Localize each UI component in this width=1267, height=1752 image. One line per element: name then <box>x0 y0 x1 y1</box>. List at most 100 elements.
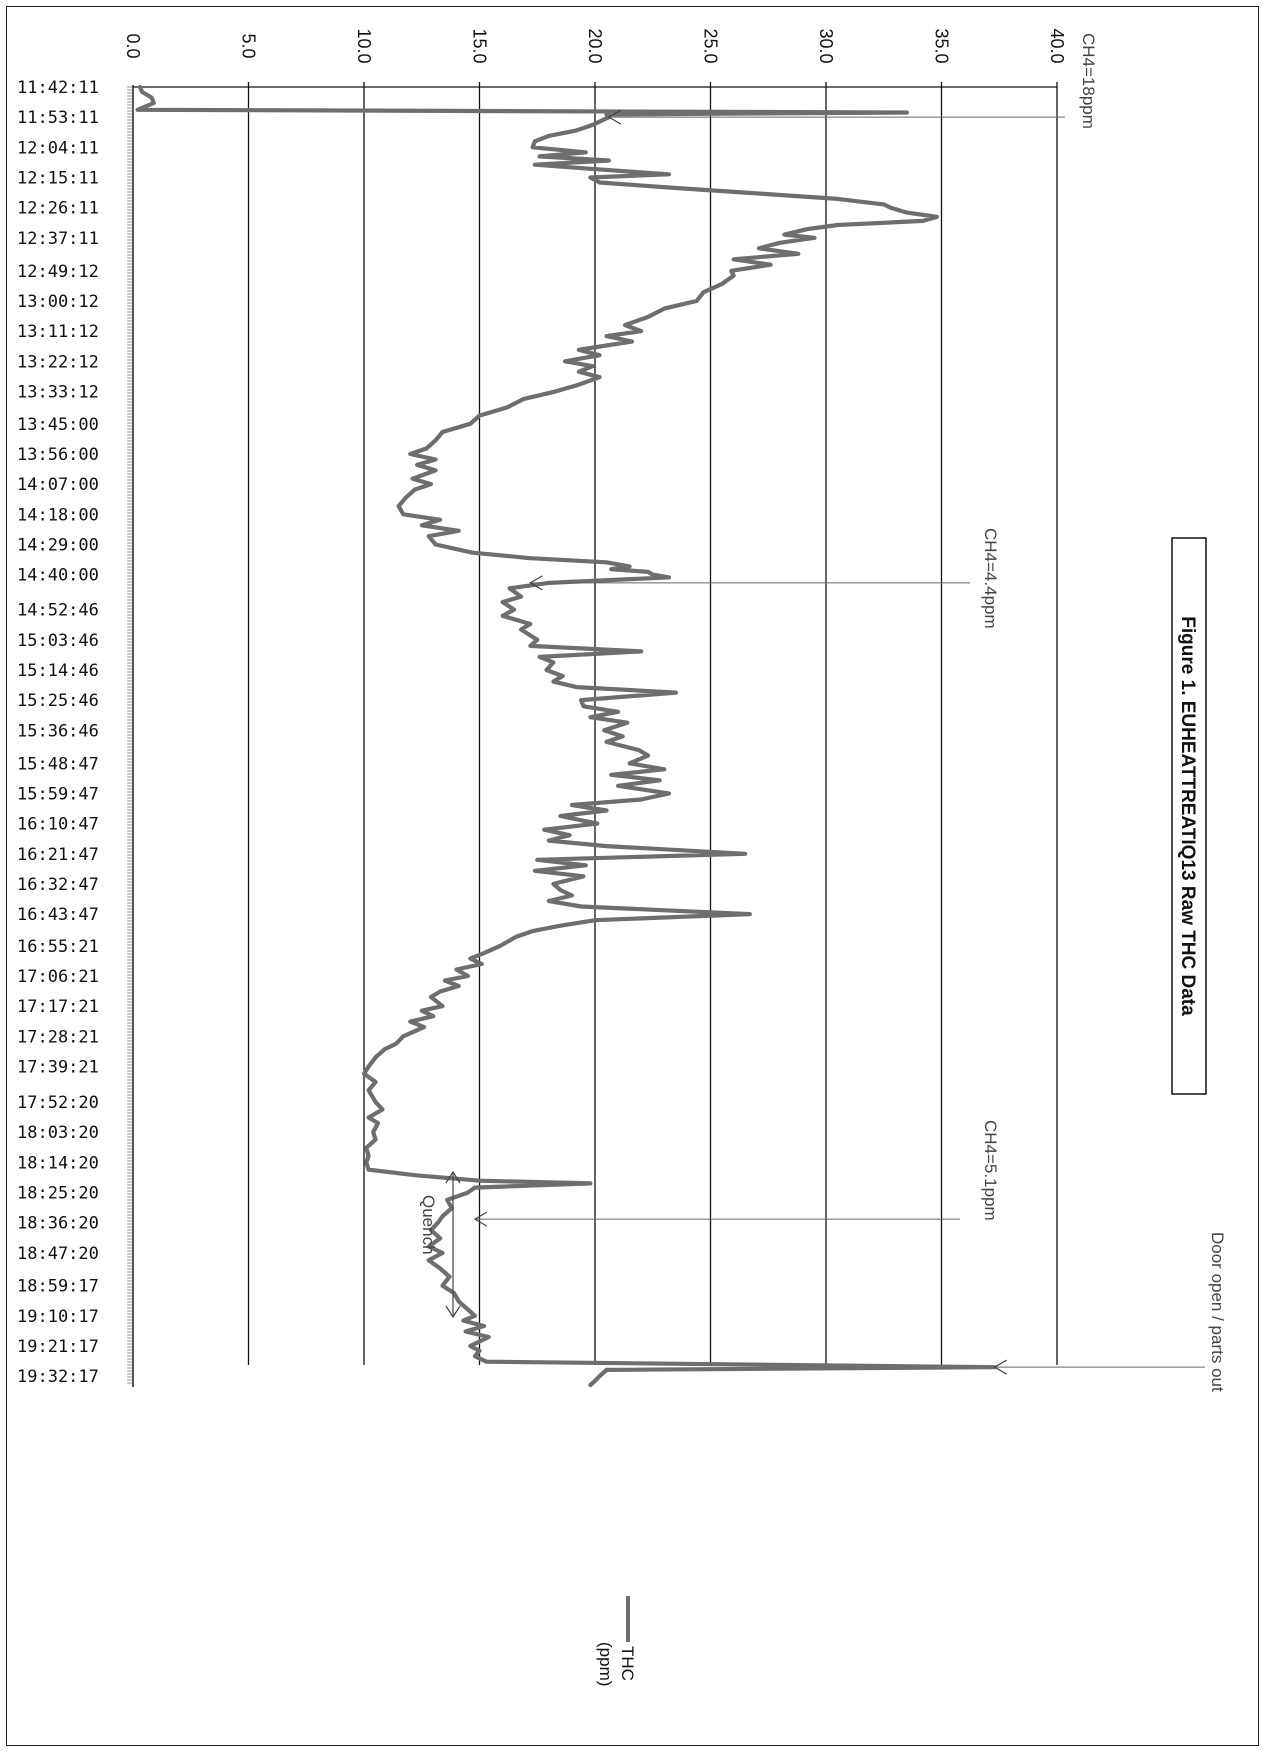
thc-data-point <box>589 716 592 718</box>
gridlines <box>247 82 1058 1365</box>
page-frame <box>6 6 1259 1746</box>
thc-data-point <box>605 845 608 847</box>
thc-data-point <box>467 1308 469 1311</box>
time-tick-label: 14:07:00 <box>17 475 99 495</box>
time-tick-label: 16:55:21 <box>17 937 99 957</box>
thc-data-point <box>457 1300 460 1303</box>
thc-data-point <box>836 198 839 200</box>
time-tick-label: 13:00:12 <box>17 292 99 312</box>
time-tick-label: 11:53:11 <box>17 108 99 128</box>
thc-data-point <box>381 1108 384 1111</box>
thc-data-point <box>404 497 407 499</box>
thc-data-point <box>836 224 839 226</box>
thc-data-point <box>446 1199 449 1201</box>
thc-data-point <box>448 1275 451 1278</box>
thc-data-point <box>605 809 608 812</box>
thc-data-point <box>416 464 418 466</box>
time-tick-label: 18:14:20 <box>17 1153 99 1173</box>
time-tick-label: 18:36:20 <box>17 1214 99 1234</box>
thc-data-point <box>501 601 504 603</box>
thc-data-point <box>695 300 698 302</box>
time-tick-label: 16:10:47 <box>17 815 99 835</box>
time-tick-label: 16:32:47 <box>17 875 99 895</box>
thc-data-point <box>610 568 612 570</box>
thc-data-point <box>139 86 141 88</box>
thc-data-point <box>363 1072 365 1075</box>
thc-data-point <box>769 263 772 266</box>
thc-data-point <box>441 1284 444 1287</box>
thc-data-point <box>478 1179 481 1182</box>
thc-data-point <box>451 1207 453 1209</box>
thc-data-point <box>474 1186 476 1189</box>
thc-data-point <box>427 1259 430 1261</box>
thc-data-point <box>575 686 578 688</box>
thc-data-point <box>589 1182 592 1185</box>
thc-data-point <box>668 792 670 795</box>
thc-data-point <box>591 365 594 368</box>
time-tick-label: 16:21:47 <box>17 845 99 865</box>
thc-data-point <box>589 1384 592 1386</box>
thc-data-point <box>559 889 562 891</box>
value-tick-label: 30.0 <box>816 28 836 63</box>
thc-data-point <box>402 513 405 516</box>
value-tick-label: 25.0 <box>701 28 721 63</box>
time-tick-label: 17:39:21 <box>17 1057 99 1077</box>
thc-data-point <box>478 414 481 417</box>
annotation-arrowhead <box>993 1359 1007 1375</box>
thc-data-point <box>552 883 555 885</box>
thc-data-point <box>430 996 432 998</box>
thc-data-point <box>545 669 548 671</box>
thc-data-point <box>372 1131 375 1133</box>
thc-data-point <box>453 1292 455 1294</box>
thc-data-point <box>749 913 751 915</box>
thc-data-point <box>153 102 155 104</box>
thc-data-point <box>529 623 532 625</box>
thc-data-point <box>374 1138 377 1141</box>
thc-data-point <box>640 798 642 801</box>
thc-data-point <box>594 919 596 921</box>
thc-data-point <box>538 656 541 658</box>
thc-data-point <box>136 109 139 111</box>
thc-data-point <box>421 524 423 527</box>
quench-label: Quench <box>419 1195 438 1255</box>
thc-data-point <box>552 661 555 664</box>
thc-data-point <box>423 1026 425 1028</box>
thc-data-point <box>538 155 541 158</box>
thc-data-point <box>457 985 460 987</box>
time-tick-label: 17:17:21 <box>17 997 99 1017</box>
thc-data-point <box>150 96 153 99</box>
thc-data-point <box>605 561 608 564</box>
thc-data-point <box>377 1122 379 1124</box>
chart-title: Figure 1. EUHEATTREATIQ13 Raw THC Data <box>1177 616 1198 1016</box>
thc-data-point <box>474 1355 476 1357</box>
thc-data-point <box>427 1245 430 1248</box>
thc-data-point <box>437 1221 439 1224</box>
legend-label: THC <box>618 1646 637 1681</box>
thc-data-point <box>561 675 564 677</box>
time-tick-label: 17:52:20 <box>17 1093 99 1113</box>
thc-data-point <box>409 453 412 455</box>
thc-data-point <box>534 870 536 872</box>
thc-data-point <box>439 519 442 521</box>
annotation-arrowhead <box>529 575 543 591</box>
thc-data-point <box>499 945 502 947</box>
thc-data-point <box>578 370 580 373</box>
time-tick-label: 16:43:47 <box>17 905 99 925</box>
thc-data-point <box>430 483 432 485</box>
thc-data-point <box>411 477 414 480</box>
thc-data-point <box>730 270 733 272</box>
thc-data-point <box>485 1360 488 1363</box>
thc-data-point <box>384 1048 386 1050</box>
time-tick-label: 15:25:46 <box>17 691 99 711</box>
thc-data-point <box>434 439 437 442</box>
thc-data-point <box>536 639 539 641</box>
thc-data-point <box>365 1147 368 1149</box>
thc-data-point <box>755 192 758 195</box>
ch4-annotation-3-label: CH4=5.1ppm <box>981 1120 1000 1221</box>
value-tick-label: 10.0 <box>354 28 374 63</box>
thc-data-point <box>598 181 601 184</box>
thc-data-point <box>568 834 571 836</box>
thc-data-point <box>585 151 587 154</box>
thc-data-point <box>598 376 601 379</box>
